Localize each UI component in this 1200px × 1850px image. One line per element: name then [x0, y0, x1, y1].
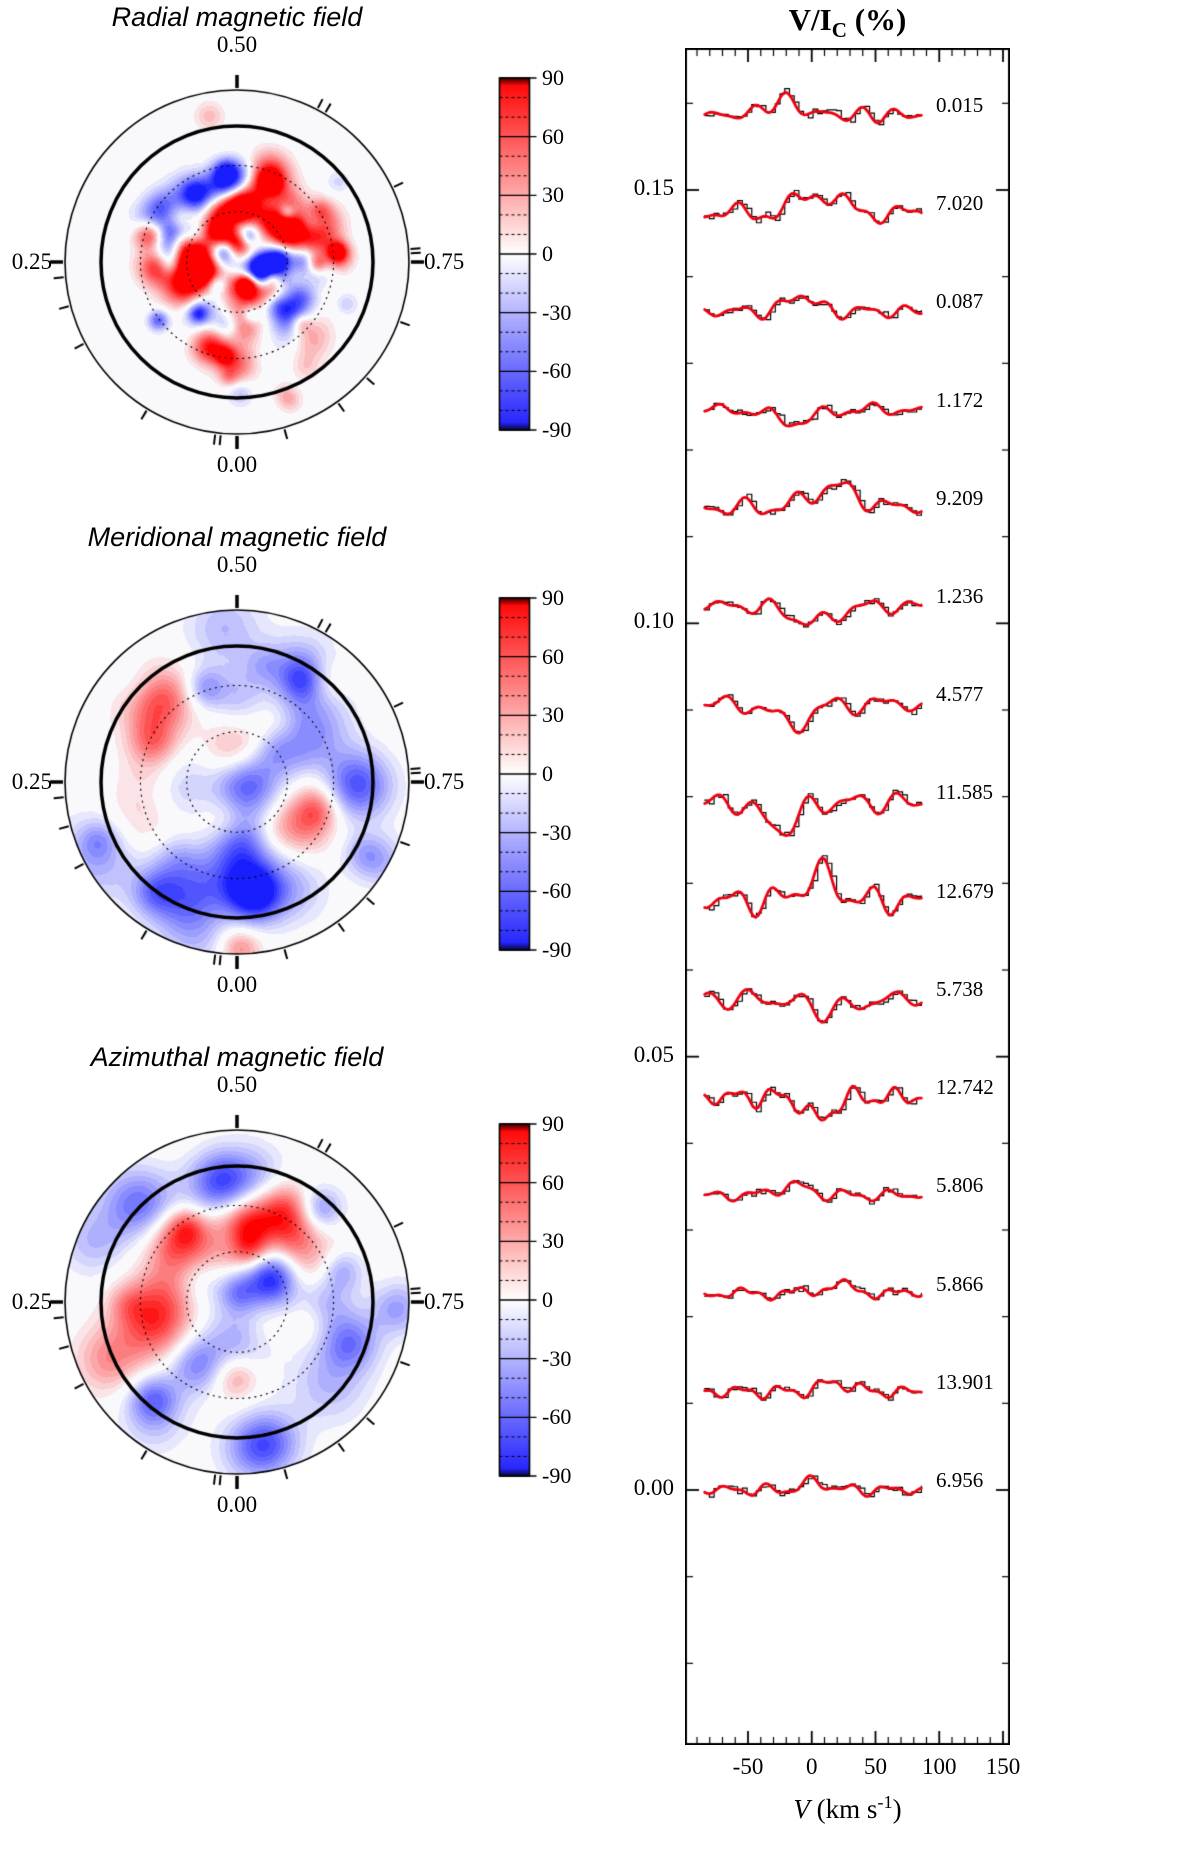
- stokes-profiles-canvas: [685, 48, 1010, 1745]
- xlabel-mid: (km s: [809, 1794, 878, 1824]
- xlabel-sup: -1: [877, 1792, 893, 1812]
- colorbar-tick-label: -30: [542, 1345, 572, 1371]
- map3-phase-label-bottom: 0.00: [216, 1492, 258, 1517]
- profiles-title-suffix: (%): [846, 2, 907, 37]
- profiles-xtick-label: 50: [864, 1754, 887, 1779]
- colorbar-tick-label: 0: [542, 241, 553, 266]
- colorbar-tick-label: -30: [542, 819, 572, 845]
- profile-phase-label: 5.806: [936, 1173, 984, 1198]
- profiles-ytick-label: 0.15: [633, 174, 674, 200]
- profiles-ytick-label: 0.00: [633, 1475, 674, 1500]
- azimuthal-map-canvas: [27, 1092, 447, 1512]
- colorbar-tick-label: -90: [542, 417, 572, 442]
- profile-phase-label: 1.236: [936, 584, 984, 609]
- profiles-title-sub: C: [831, 18, 847, 43]
- profiles-xtick-label: 0: [806, 1754, 818, 1779]
- profile-phase-label: 4.577: [936, 682, 984, 707]
- profile-phase-label: 5.738: [936, 976, 984, 1001]
- profile-phase-label: 12.679: [936, 878, 994, 903]
- colorbar-tick-label: 0: [542, 1287, 553, 1312]
- map-title-meridional: Meridional magnetic field: [87, 522, 387, 552]
- colorbar-tick-label: -60: [542, 358, 572, 384]
- colorbar-tick-label: 60: [542, 1169, 564, 1195]
- profile-phase-label: 5.866: [936, 1271, 984, 1296]
- profiles-ytick-label: 0.10: [633, 608, 674, 634]
- profiles-xtick-label: 150: [985, 1754, 1021, 1779]
- map1-phase-label-right: 0.75: [424, 249, 465, 274]
- radial-map-canvas: [27, 52, 447, 472]
- map2-phase-label-right: 0.75: [424, 769, 465, 794]
- profile-phase-label: 0.015: [936, 93, 984, 117]
- colorbar-tick-label: -90: [542, 937, 572, 962]
- colorbar-tick-label: -30: [542, 299, 572, 325]
- map1-phase-label-bottom: 0.00: [216, 452, 258, 477]
- colorbar-tick-label: 0: [542, 761, 553, 786]
- profile-phase-label: 13.901: [936, 1369, 994, 1394]
- colorbar-tick-label: 90: [542, 65, 564, 90]
- colorbar-tick-label: 90: [542, 585, 564, 610]
- colorbar-tick-label: 60: [542, 643, 564, 669]
- map1-phase-label-left: 0.25: [11, 249, 52, 274]
- colorbar-azimuthal: [498, 1116, 542, 1484]
- profile-phase-label: 9.209: [936, 485, 984, 510]
- profiles-ytick-label: 0.05: [633, 1041, 674, 1067]
- map3-phase-label-left: 0.25: [11, 1289, 52, 1314]
- colorbar-tick-label: 90: [542, 1111, 564, 1136]
- profiles-xaxis-title: V (km s-1): [685, 1792, 1010, 1825]
- meridional-map-canvas: [27, 572, 447, 992]
- profiles-panel-title: V/IC (%): [685, 2, 1010, 43]
- map-title-radial: Radial magnetic field: [111, 2, 363, 32]
- profiles-xtick-label: 100: [922, 1754, 957, 1779]
- colorbar-tick-label: -60: [542, 878, 572, 904]
- xlabel-end: ): [892, 1794, 902, 1824]
- map2-phase-label-bottom: 0.00: [216, 972, 258, 997]
- map3-phase-label-right: 0.75: [424, 1289, 465, 1314]
- profiles-xtick-label: -50: [732, 1754, 764, 1779]
- colorbar-tick-label: 30: [542, 182, 564, 208]
- colorbar-tick-label: 30: [542, 702, 564, 728]
- profile-phase-label: 1.172: [936, 387, 984, 412]
- profile-phase-label: 12.742: [936, 1075, 994, 1100]
- colorbar-tick-label: 60: [542, 123, 564, 149]
- map-title-azimuthal: Azimuthal magnetic field: [90, 1042, 384, 1072]
- colorbar-tick-label: 30: [542, 1228, 564, 1254]
- profile-phase-label: 7.020: [936, 191, 984, 216]
- colorbar-tick-label: -60: [542, 1404, 572, 1430]
- profile-phase-label: 0.087: [936, 289, 984, 314]
- profile-phase-label: 11.585: [936, 780, 993, 805]
- colorbar-radial: [498, 70, 542, 438]
- colorbar-meridional: [498, 590, 542, 958]
- xlabel-v: V: [793, 1794, 810, 1824]
- profiles-title-main: V/I: [788, 2, 832, 37]
- profile-phase-label: 6.956: [936, 1467, 984, 1492]
- map2-phase-label-left: 0.25: [11, 769, 52, 794]
- colorbar-tick-label: -90: [542, 1463, 572, 1488]
